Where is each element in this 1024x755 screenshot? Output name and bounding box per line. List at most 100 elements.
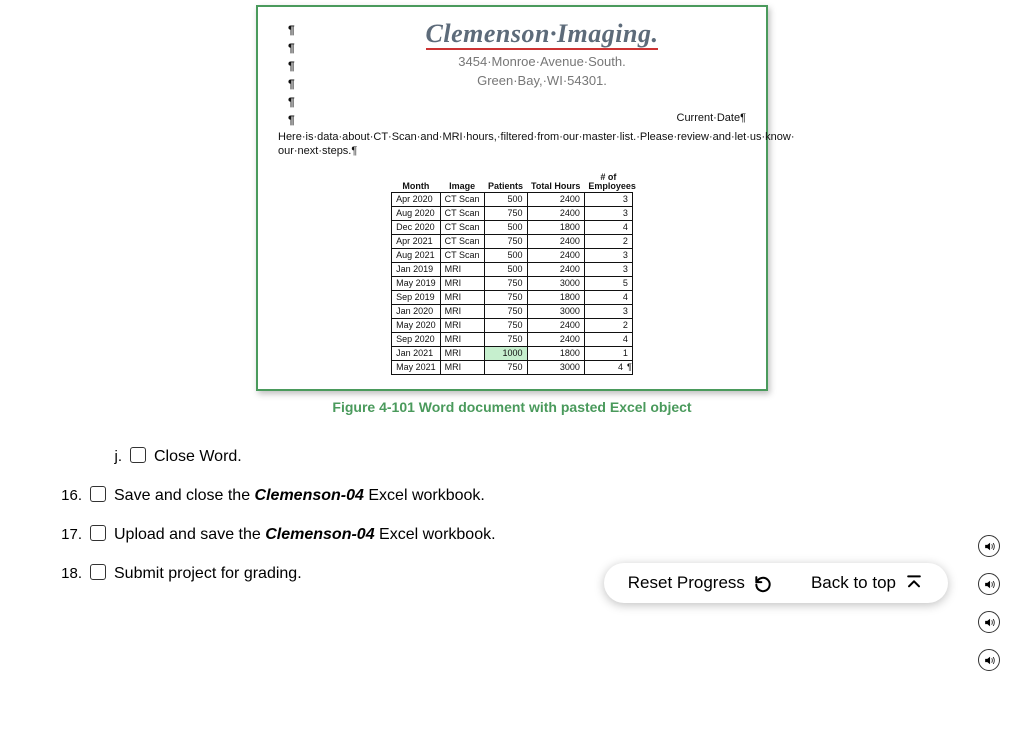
checkbox-17[interactable] — [90, 525, 106, 541]
table-cell: 500 — [484, 262, 527, 276]
table-cell: 4 — [584, 332, 632, 346]
table-row: Dec 2020CT Scan50018004 — [392, 220, 633, 234]
paragraph-mark: ¶ — [288, 59, 295, 73]
table-cell: MRI — [440, 360, 484, 374]
table-cell: 3 — [584, 248, 632, 262]
table-cell: Apr 2021 — [392, 234, 441, 248]
table-cell: CT Scan — [440, 234, 484, 248]
table-cell: 2 — [584, 318, 632, 332]
table-row: Apr 2021CT Scan75024002 — [392, 234, 633, 248]
paragraph-mark: ¶ — [288, 95, 295, 109]
table-cell: 750 — [484, 290, 527, 304]
workbook-name: Clemenson-04 — [255, 487, 364, 504]
paragraph-mark: ¶ — [288, 41, 295, 55]
table-cell: CT Scan — [440, 220, 484, 234]
table-cell: 500 — [484, 192, 527, 206]
table-cell: 2400 — [527, 234, 584, 248]
table-cell: May 2021 — [392, 360, 441, 374]
table-header-cell: Image — [440, 173, 484, 193]
table-cell: May 2019 — [392, 276, 441, 290]
speaker-icon — [983, 654, 996, 667]
audio-button-18[interactable] — [978, 649, 1000, 671]
table-row: Apr 2020CT Scan50024003 — [392, 192, 633, 206]
task-row-16: 16.Save and close the Clemenson-04 Excel… — [60, 484, 984, 505]
table-cell: 2400 — [527, 318, 584, 332]
table-row: May 2020MRI75024002 — [392, 318, 633, 332]
reset-progress-label: Reset Progress — [628, 573, 745, 593]
table-cell: 4 — [584, 220, 632, 234]
table-cell: MRI — [440, 332, 484, 346]
task-list: j. Close Word. 16.Save and close the Cle… — [0, 445, 1024, 583]
audio-button-j[interactable] — [978, 535, 1000, 557]
table-cell: CT Scan — [440, 206, 484, 220]
table-cell: 750 — [484, 206, 527, 220]
word-document-screenshot: ¶ ¶ ¶ ¶ ¶ ¶ Clemenson·Imaging. 3454·Monroe·Av… — [256, 5, 768, 391]
paragraph-marks-column: ¶ ¶ ¶ ¶ ¶ ¶ — [288, 23, 295, 127]
table-header-cell: # of Employees — [584, 173, 632, 193]
paragraph-mark: ¶ — [288, 23, 295, 37]
table-cell: Aug 2020 — [392, 206, 441, 220]
company-title: Clemenson·Imaging. — [426, 21, 659, 50]
table-cell: Aug 2021 — [392, 248, 441, 262]
table-cell: 1000 — [484, 346, 527, 360]
task-marker: 18. — [60, 565, 82, 582]
table-cell: 5 — [584, 276, 632, 290]
table-cell: 750 — [484, 304, 527, 318]
paragraph-mark: ¶ — [288, 113, 295, 127]
speaker-icon — [983, 578, 996, 591]
task-sub-j: j. Close Word. — [60, 445, 984, 466]
task-marker: 16. — [60, 487, 82, 504]
speaker-icon — [983, 616, 996, 629]
table-cell: 4 — [584, 290, 632, 304]
task-text: Upload and save the Clemenson-04 Excel w… — [114, 526, 496, 544]
table-cell: 1800 — [527, 346, 584, 360]
table-cell: MRI — [440, 290, 484, 304]
table-row: Aug 2020CT Scan75024003 — [392, 206, 633, 220]
table-cell: 3000 — [527, 276, 584, 290]
table-cell: 750 — [484, 276, 527, 290]
checkbox-18[interactable] — [90, 564, 106, 580]
table-row: Jan 2021MRI100018001 — [392, 346, 633, 360]
table-cell: 3 — [584, 206, 632, 220]
audio-button-17[interactable] — [978, 611, 1000, 633]
table-cell: 3 — [584, 262, 632, 276]
table-cell: 750 — [484, 318, 527, 332]
top-arrow-icon — [904, 573, 924, 593]
letterhead: Clemenson·Imaging. 3454·Monroe·Avenue·So… — [338, 21, 746, 88]
table-cell: Jan 2019 — [392, 262, 441, 276]
table-header-cell: Month — [392, 173, 441, 193]
table-cell: MRI — [440, 346, 484, 360]
table-cell: 3 — [584, 192, 632, 206]
table-cell: 750 — [484, 332, 527, 346]
table-cell: MRI — [440, 318, 484, 332]
table-cell: MRI — [440, 276, 484, 290]
checkbox-16[interactable] — [90, 486, 106, 502]
table-cell: 1800 — [527, 290, 584, 304]
table-cell: 2400 — [527, 262, 584, 276]
pasted-excel-table: MonthImagePatientsTotal Hours# of Employ… — [391, 173, 633, 375]
checkbox-j[interactable] — [130, 447, 146, 463]
table-cell: 3000 — [527, 360, 584, 374]
table-cell: Jan 2021 — [392, 346, 441, 360]
table-row: Jan 2019MRI50024003 — [392, 262, 633, 276]
table-row: Aug 2021CT Scan50024003 — [392, 248, 633, 262]
table-cell: Jan 2020 — [392, 304, 441, 318]
back-to-top-button[interactable]: Back to top — [811, 573, 924, 593]
table-row: Sep 2020MRI75024004 — [392, 332, 633, 346]
figure-caption: Figure 4-101 Word document with pasted E… — [0, 399, 1024, 415]
task-row-17: 17.Upload and save the Clemenson-04 Exce… — [60, 523, 984, 544]
document-body-text: Here·is·data·about·CT·Scan·and·MRI·hours… — [278, 130, 746, 159]
task-marker: j. — [100, 448, 122, 465]
paragraph-mark: ¶ — [288, 77, 295, 91]
table-cell: 2400 — [527, 206, 584, 220]
table-cell: 2 — [584, 234, 632, 248]
table-cell: Apr 2020 — [392, 192, 441, 206]
table-cell: 4¶ — [584, 360, 632, 374]
table-row: May 2019MRI75030005 — [392, 276, 633, 290]
table-header-cell: Total Hours — [527, 173, 584, 193]
table-cell: CT Scan — [440, 248, 484, 262]
table-cell: May 2020 — [392, 318, 441, 332]
reset-progress-button[interactable]: Reset Progress — [628, 573, 773, 593]
audio-button-16[interactable] — [978, 573, 1000, 595]
table-row: Jan 2020MRI75030003 — [392, 304, 633, 318]
